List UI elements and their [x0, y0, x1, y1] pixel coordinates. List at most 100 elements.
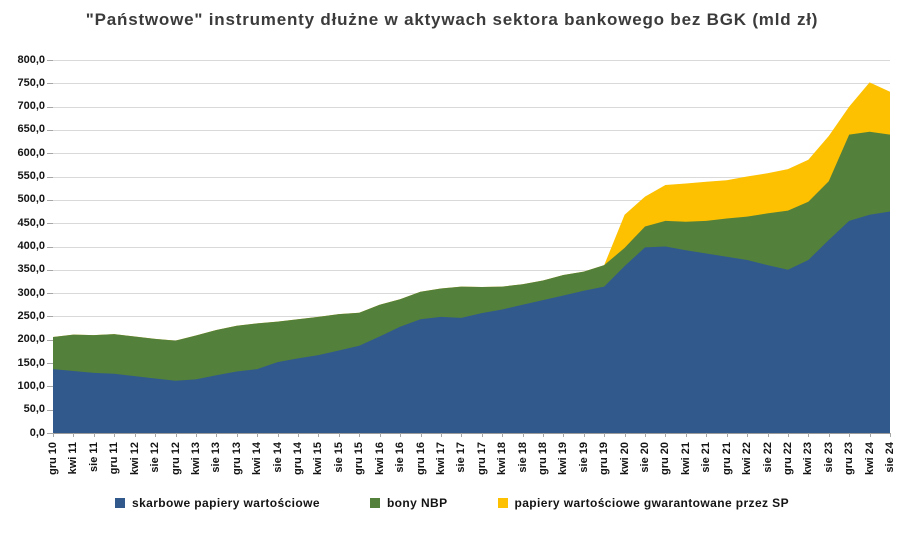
legend-swatch-icon [115, 498, 126, 508]
x-axis-tick [134, 433, 136, 437]
y-axis-tick [47, 129, 53, 131]
x-axis-label-text: sie 13 [210, 442, 223, 473]
x-axis-line [53, 433, 890, 434]
x-axis-label-text: kwi 11 [67, 442, 80, 475]
x-axis-tick [93, 433, 95, 437]
y-axis-label: 450,0 [17, 216, 45, 229]
x-axis-tick [849, 433, 851, 437]
x-axis-label-text: gru 10 [47, 442, 59, 476]
gridline [53, 269, 890, 271]
y-axis-label: 150,0 [17, 356, 45, 369]
y-axis-tick [47, 363, 53, 365]
x-axis-tick [400, 433, 401, 437]
x-axis-tick [195, 433, 197, 437]
x-axis-tick [808, 433, 810, 437]
x-axis-label-text: sie 17 [455, 442, 468, 473]
x-axis-label-text: sie 18 [516, 442, 529, 473]
x-axis-label-text: sie 16 [394, 442, 406, 473]
x-axis-tick [583, 433, 585, 437]
y-axis-label: 700,0 [17, 100, 45, 113]
legend-label: bony NBP [386, 496, 448, 510]
x-axis-tick [236, 433, 238, 437]
x-axis-label-text: gru 22 [781, 442, 794, 476]
x-axis-label-text: kwi 19 [557, 442, 570, 476]
gridline [53, 246, 890, 248]
y-axis-tick [47, 386, 53, 388]
x-axis-label-text: kwi 24 [863, 442, 876, 476]
legend-item-1: bony NBP [369, 496, 448, 510]
x-axis-tick [543, 433, 544, 437]
y-axis-tick [47, 293, 53, 295]
legend-item-2: papiery wartościowe gwarantowane przez S… [497, 496, 789, 510]
y-axis-tick [47, 246, 53, 248]
gridline [53, 83, 890, 85]
x-axis-label-text: kwi 18 [496, 442, 509, 476]
y-axis-label: 100,0 [17, 379, 45, 392]
y-axis-label: 250,0 [17, 309, 45, 322]
y-axis-label: 750,0 [17, 76, 45, 89]
x-axis-label-text: sie 22 [761, 442, 774, 473]
x-axis-label-text: gru 21 [720, 442, 733, 476]
x-axis-tick [114, 433, 116, 437]
y-axis-label: 600,0 [17, 146, 45, 159]
gridline [53, 129, 890, 131]
plot-area [53, 82, 890, 433]
x-axis-tick [624, 433, 626, 437]
x-axis-tick [359, 433, 361, 437]
legend-swatch-icon [369, 498, 380, 508]
x-axis-label-text: gru 18 [537, 442, 549, 476]
y-axis-label: 800,0 [17, 53, 45, 66]
x-axis-label-text: gru 16 [414, 442, 427, 476]
x-axis-tick [298, 433, 299, 437]
y-axis-label: 200,0 [17, 333, 45, 346]
x-axis-tick [869, 433, 871, 437]
x-axis-tick [338, 433, 340, 437]
y-axis-label: 0,0 [29, 426, 45, 439]
area-series-0-skarbowe [53, 211, 890, 433]
x-axis-label-text: kwi 21 [679, 442, 692, 476]
x-axis-tick [73, 433, 75, 437]
x-axis-tick [726, 433, 728, 437]
gridline [53, 153, 890, 155]
x-axis-label-text: sie 15 [332, 442, 345, 473]
x-axis-label-text: sie 19 [577, 442, 590, 473]
x-axis-label-text: gru 15 [353, 442, 366, 476]
x-axis-tick [665, 433, 667, 437]
legend: skarbowe papiery wartościowe bony NBP papi… [0, 492, 904, 514]
y-axis-tick [47, 223, 53, 225]
x-axis-label-text: gru 12 [169, 442, 182, 476]
x-axis-label-text: kwi 12 [128, 442, 141, 476]
x-axis-tick [440, 433, 442, 437]
x-axis-label-text: gru 11 [108, 442, 121, 475]
x-axis-label-text: kwi 16 [373, 442, 386, 476]
x-axis-tick [53, 433, 54, 437]
y-axis-tick [47, 106, 53, 108]
y-axis-tick [47, 153, 53, 155]
x-axis-tick [257, 433, 259, 437]
y-axis-tick [47, 339, 53, 341]
gridline [53, 176, 890, 178]
x-axis-tick [175, 433, 177, 437]
gridline [53, 106, 890, 108]
y-axis-label: 550,0 [17, 170, 45, 183]
x-axis-tick [828, 433, 830, 437]
legend-swatch-icon [497, 498, 508, 508]
x-axis-label-text: sie 12 [149, 442, 162, 473]
y-axis-tick [47, 176, 53, 178]
x-axis-label-text: kwi 22 [741, 442, 754, 476]
y-axis-tick [47, 83, 53, 85]
x-axis-tick [216, 433, 218, 437]
x-axis-label-text: gru 19 [598, 442, 611, 476]
y-axis-label: 400,0 [17, 240, 45, 252]
x-axis-label-text: sie 11 [87, 442, 100, 472]
y-axis-tick [47, 409, 53, 411]
y-axis-label: 50,0 [23, 403, 45, 416]
gridline [53, 60, 890, 61]
x-axis-tick [420, 433, 422, 437]
x-axis-tick [685, 433, 687, 437]
x-axis-tick [318, 433, 320, 437]
y-axis-tick [47, 269, 53, 271]
y-axis-label: 650,0 [17, 123, 45, 136]
x-axis-tick [155, 433, 157, 437]
